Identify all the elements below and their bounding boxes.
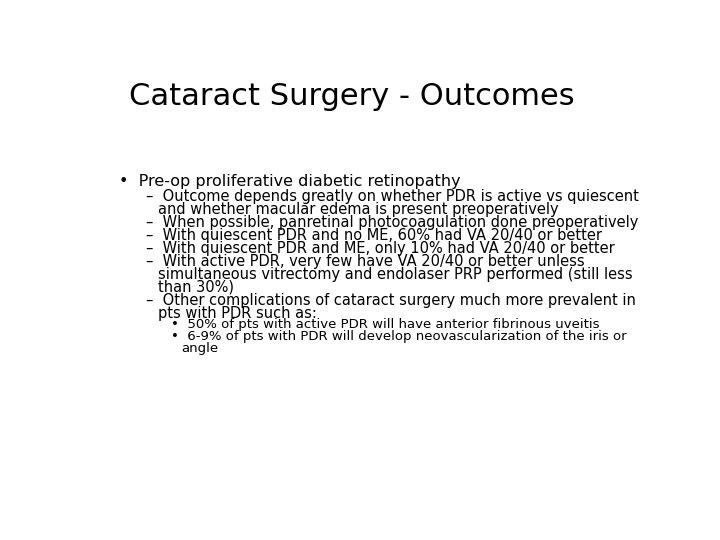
Text: –  With quiescent PDR and no ME, 60% had VA 20/40 or better: – With quiescent PDR and no ME, 60% had … [145, 228, 602, 243]
Text: than 30%): than 30%) [158, 280, 234, 295]
Text: –  When possible, panretinal photocoagulation done preoperatively: – When possible, panretinal photocoagula… [145, 215, 638, 230]
Text: •  6-9% of pts with PDR will develop neovascularization of the iris or: • 6-9% of pts with PDR will develop neov… [171, 330, 627, 343]
Text: simultaneous vitrectomy and endolaser PRP performed (still less: simultaneous vitrectomy and endolaser PR… [158, 267, 633, 282]
Text: pts with PDR such as:: pts with PDR such as: [158, 306, 317, 321]
Text: –  With active PDR, very few have VA 20/40 or better unless: – With active PDR, very few have VA 20/4… [145, 254, 585, 269]
Text: Cataract Surgery - Outcomes: Cataract Surgery - Outcomes [129, 82, 575, 111]
Text: •  Pre-op proliferative diabetic retinopathy: • Pre-op proliferative diabetic retinopa… [120, 174, 461, 189]
Text: •  50% of pts with active PDR will have anterior fibrinous uveitis: • 50% of pts with active PDR will have a… [171, 319, 600, 332]
Text: –  With quiescent PDR and ME, only 10% had VA 20/40 or better: – With quiescent PDR and ME, only 10% ha… [145, 241, 615, 256]
Text: –  Outcome depends greatly on whether PDR is active vs quiescent: – Outcome depends greatly on whether PDR… [145, 189, 639, 204]
Text: –  Other complications of cataract surgery much more prevalent in: – Other complications of cataract surger… [145, 293, 636, 308]
Text: and whether macular edema is present preoperatively: and whether macular edema is present pre… [158, 202, 559, 217]
Text: angle: angle [181, 342, 219, 355]
